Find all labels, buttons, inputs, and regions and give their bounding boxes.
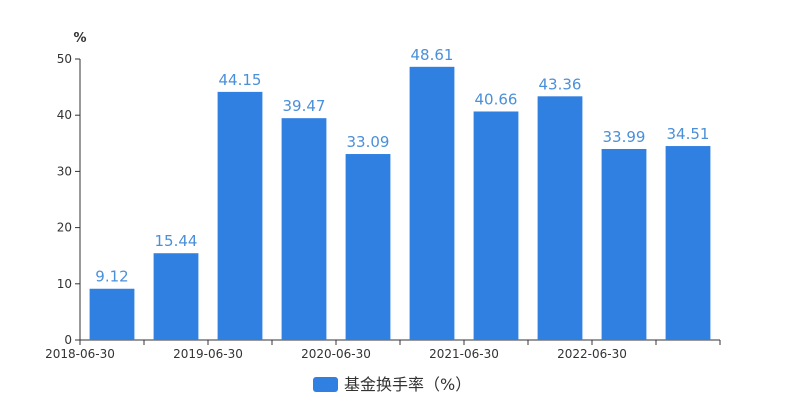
bar-value-label: 40.66 [475,90,518,108]
y-tick-label: 40 [57,108,72,122]
bar[interactable] [153,253,199,340]
bars [89,66,711,341]
bar-value-label: 44.15 [219,71,262,89]
bar[interactable] [601,148,647,340]
legend-swatch [313,377,338,392]
bar[interactable] [409,66,455,340]
x-tick-label: 2021-06-30 [429,347,499,361]
x-tick-label: 2019-06-30 [173,347,243,361]
bar-value-label: 39.47 [283,97,326,115]
x-tick-label: 2018-06-30 [45,347,115,361]
x-tick-label: 2022-06-30 [557,347,627,361]
y-tick-label: 20 [57,221,72,235]
bar-value-label: 43.36 [539,75,582,93]
legend-label: 基金换手率（%） [344,375,471,394]
bar[interactable] [537,96,583,340]
bar-value-label: 48.61 [411,46,454,64]
x-axis: 2018-06-30 2019-06-30 2020-06-30 2021-06-30… [45,339,721,361]
y-axis: 0 10 20 30 40 50 [57,52,81,347]
x-tick-label: 2020-06-30 [301,347,371,361]
y-tick-label: 30 [57,164,72,178]
bar[interactable] [217,91,263,340]
y-tick-label: 0 [64,333,72,347]
bar-value-label: 34.51 [667,125,710,143]
y-unit-label: % [73,31,86,46]
legend[interactable]: 基金换手率（%） [313,375,471,394]
y-tick-label: 10 [57,277,72,291]
bar-value-label: 9.12 [95,268,128,286]
bar[interactable] [345,154,391,340]
bar[interactable] [281,118,327,341]
value-labels: 9.12 15.44 44.15 39.47 33.09 48.61 40.66 43.36 3… [95,46,709,286]
bar[interactable] [89,288,135,340]
y-tick-label: 50 [57,52,72,66]
bar-value-label: 33.99 [603,128,646,146]
bar-value-label: 15.44 [155,232,198,250]
bar-value-label: 33.09 [347,133,390,151]
bar[interactable] [665,146,711,340]
bar[interactable] [473,111,519,340]
